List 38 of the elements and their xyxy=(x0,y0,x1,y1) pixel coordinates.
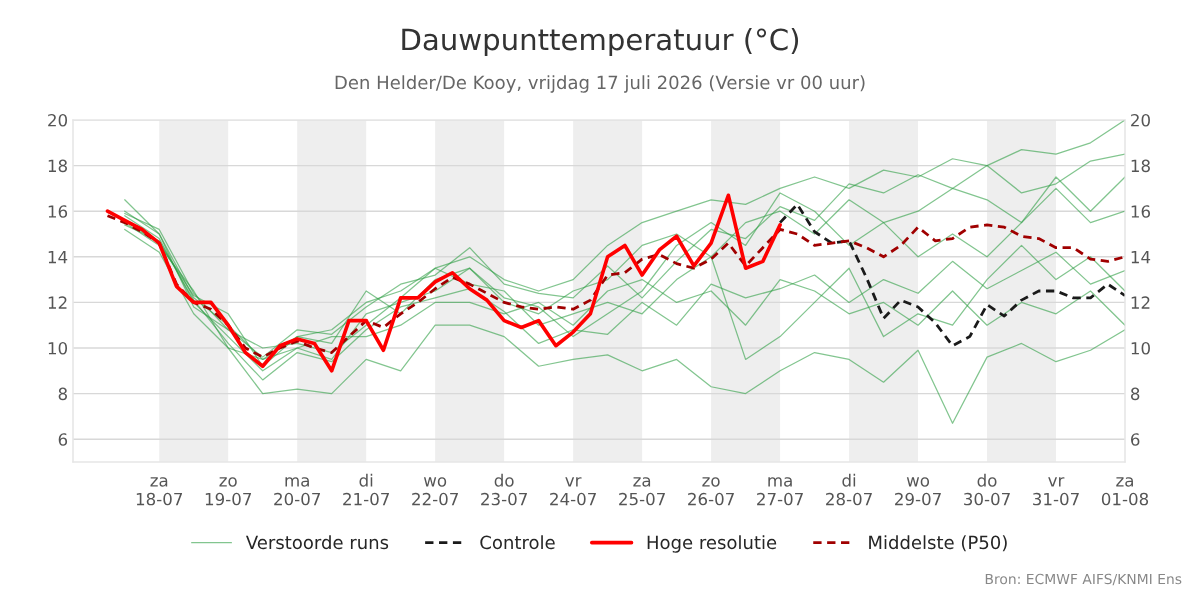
x-tick-label: di 28-07 xyxy=(826,473,872,506)
y2-tick-label: 12 xyxy=(1131,296,1150,309)
text: Bron: ECMWF AIFS/KNMI Ens xyxy=(985,573,1182,586)
x-tick-label: zo 26-07 xyxy=(688,477,734,506)
chart-title: Dauwpunttemperatuur (°C) xyxy=(402,27,799,57)
y-tick-label: 10 xyxy=(48,341,68,355)
x-tick-label: za 18-07 xyxy=(136,477,183,506)
x-tick-label: za 25-07 xyxy=(619,477,665,506)
y-tick-label: 14 xyxy=(48,250,68,264)
x-tick-label: vr 31-07 xyxy=(1033,477,1079,506)
x-tick-label: wo 22-07 xyxy=(412,477,458,506)
y2-tick-label: 18 xyxy=(1131,159,1150,173)
x-tick-label: do 30-07 xyxy=(964,473,1010,506)
x-tick-label: di 21-07 xyxy=(343,473,389,506)
y-tick-label: 16 xyxy=(48,205,68,218)
x-tick-label: ma 20-07 xyxy=(274,477,320,506)
y2-tick-label: 6 xyxy=(1131,433,1140,446)
legend-label: Controle xyxy=(480,535,555,550)
y2-tick-label: 8 xyxy=(1130,387,1140,401)
chart-subtitle: Den Helder/De Kooy, vrijdag 17 juli 2026 (Versie vr 00 uur) xyxy=(335,75,865,93)
y-tick-label: 8 xyxy=(58,387,67,401)
x-tick-label: ma 27-07 xyxy=(757,477,803,506)
y-tick-label: 20 xyxy=(48,113,68,127)
y-tick-label: 12 xyxy=(48,296,67,309)
x-tick-label: do 23-07 xyxy=(481,473,527,506)
x-tick-label: wo 29-07 xyxy=(895,477,941,506)
y2-tick-label: 14 xyxy=(1131,250,1151,264)
x-tick-label: za 01-08 xyxy=(1101,477,1149,506)
y2-tick-label: 20 xyxy=(1131,113,1150,127)
y-tick-label: 6 xyxy=(58,433,68,446)
legend-label: Verstoorde runs xyxy=(245,535,389,550)
y-tick-label: 18 xyxy=(48,159,67,173)
x-tick-label: vr 24-07 xyxy=(550,477,596,506)
legend-label: Middelste (P50) xyxy=(869,535,1007,552)
legend-label: Hoge resolutie xyxy=(647,535,777,553)
x-tick-label: zo 19-07 xyxy=(205,477,251,506)
y2-tick-label: 16 xyxy=(1131,205,1151,218)
y2-tick-label: 10 xyxy=(1131,341,1150,355)
